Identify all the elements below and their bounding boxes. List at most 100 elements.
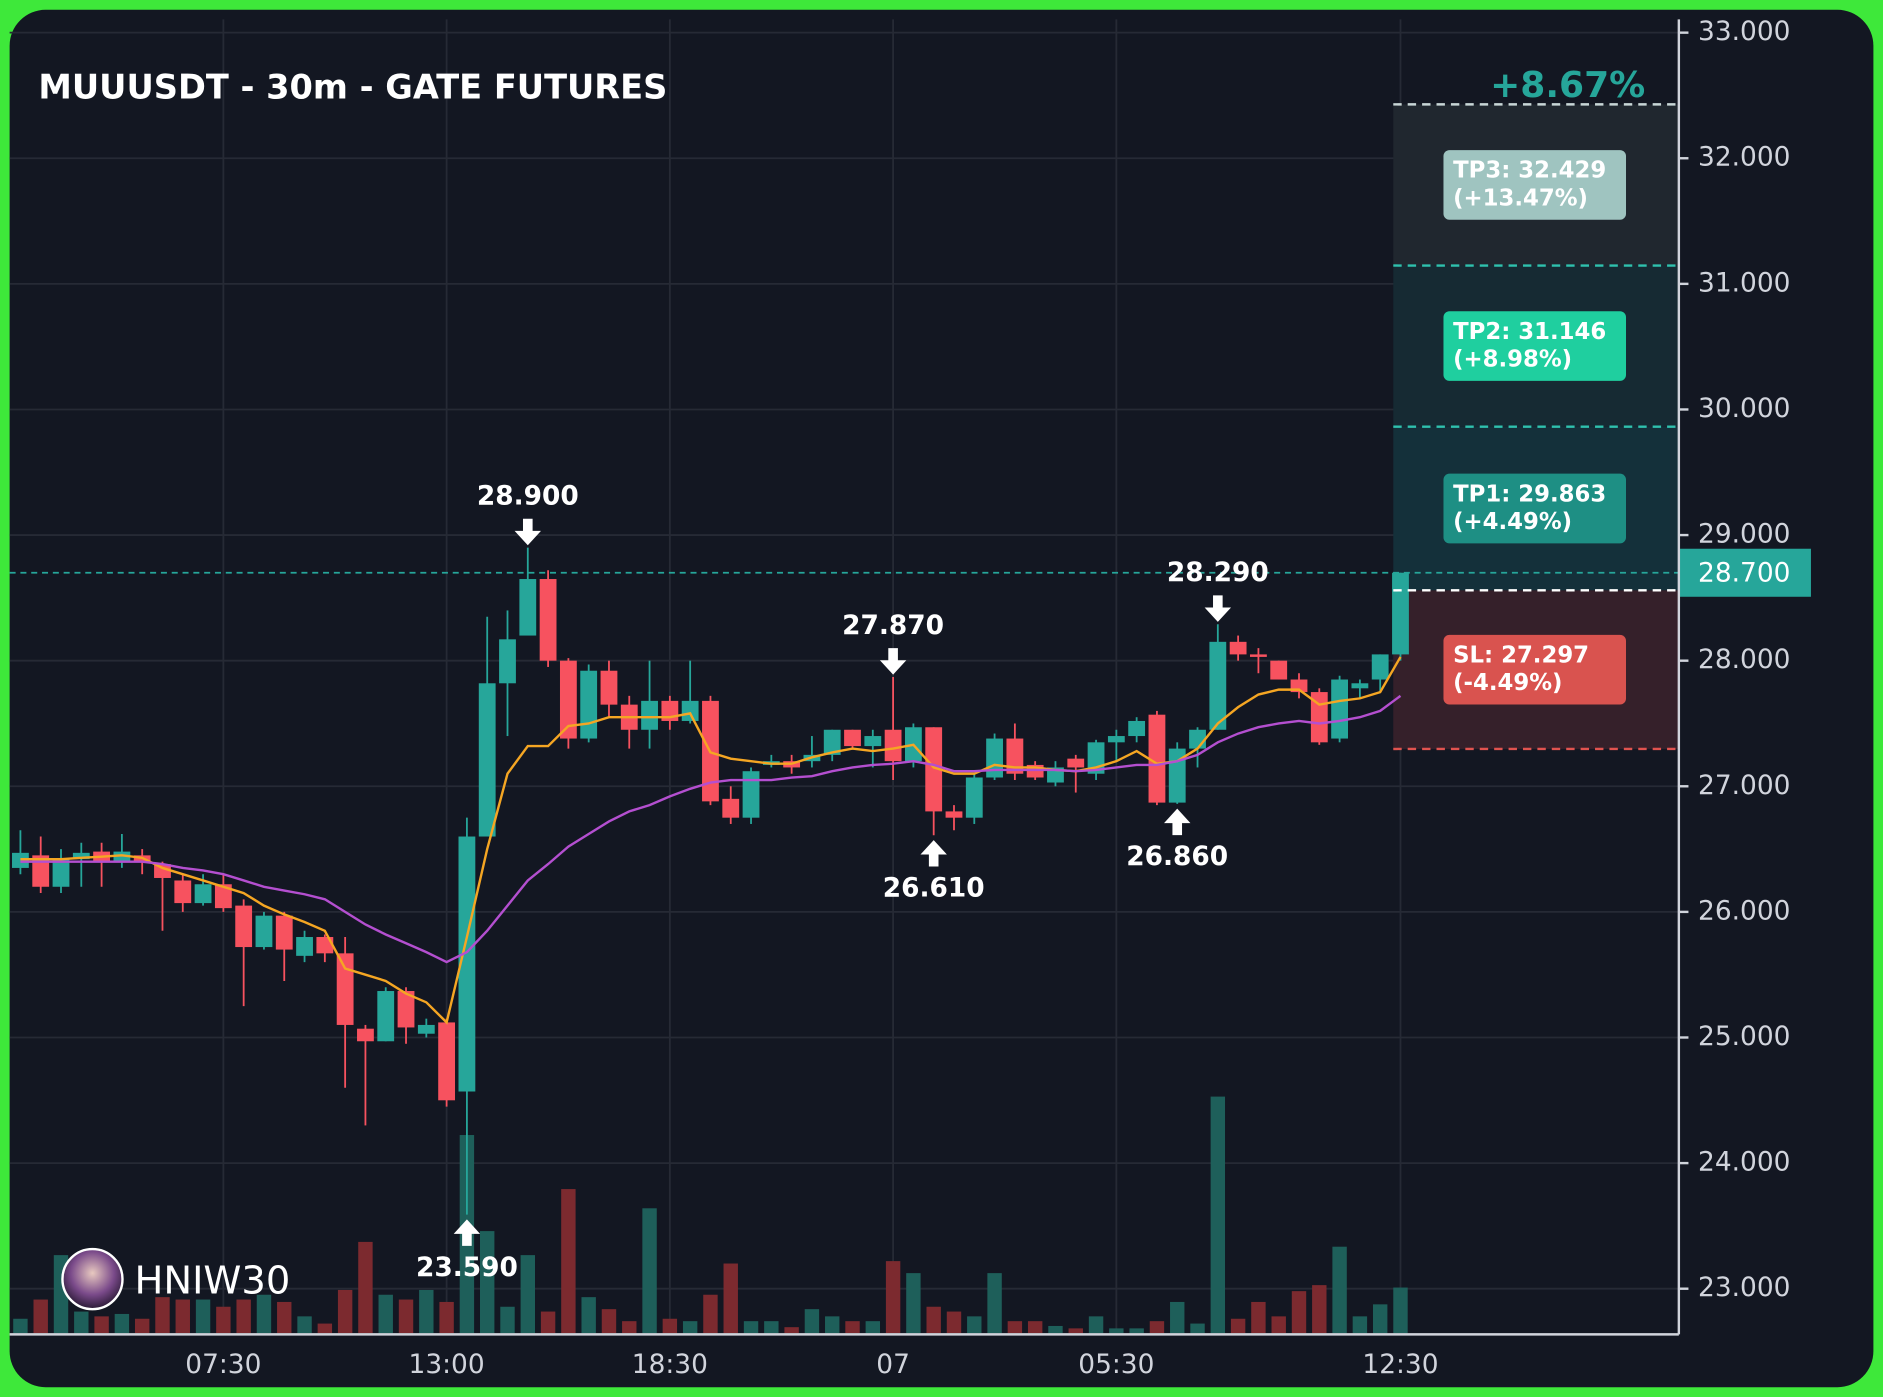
volume-bar xyxy=(764,1321,779,1334)
volume-bar xyxy=(987,1273,1002,1334)
candle-body xyxy=(174,880,192,904)
volume-bar xyxy=(967,1316,982,1334)
y-tick-label: 28.000 xyxy=(1698,644,1790,675)
volume-bar xyxy=(337,1289,353,1334)
volume-bar xyxy=(804,1309,820,1334)
volume-bar xyxy=(1230,1318,1246,1334)
candle-body xyxy=(1270,660,1288,680)
candle-body xyxy=(1371,654,1389,680)
candle-body xyxy=(214,884,232,909)
volume-bar xyxy=(1291,1291,1307,1334)
level-label: TP3: 32.429 xyxy=(1453,158,1606,184)
chart-title: MUUUSDT - 30m - GATE FUTURES xyxy=(38,68,667,107)
level-box xyxy=(1443,473,1627,544)
level-label: TP2: 31.146 xyxy=(1453,319,1606,345)
candle-body xyxy=(255,915,273,948)
candle-body xyxy=(377,991,395,1042)
volume-bar xyxy=(297,1316,312,1334)
candle-body xyxy=(519,579,537,636)
volume-bar xyxy=(581,1297,596,1334)
candle-body xyxy=(499,639,516,684)
avatar xyxy=(61,1247,124,1311)
candle-body xyxy=(925,727,943,812)
level-change: (+13.47%) xyxy=(1453,185,1588,211)
candle-body xyxy=(154,864,171,878)
candle-body xyxy=(1189,729,1206,749)
volume-bar xyxy=(1210,1096,1226,1334)
x-tick-label: 18:30 xyxy=(632,1349,708,1380)
volume-bar xyxy=(500,1306,515,1334)
overlay: 28.700 TP1: 29.863(+4.49%) TP2: 31.146(+8.… xyxy=(9,65,1811,1283)
candle-body xyxy=(113,851,131,862)
candle-body xyxy=(336,953,354,1025)
volume-bar xyxy=(926,1306,941,1334)
last-price-label: 28.700 xyxy=(1698,557,1790,588)
volume-bar xyxy=(784,1327,799,1334)
candle-body xyxy=(1067,758,1085,768)
candle-body xyxy=(1250,654,1267,657)
volume-bar xyxy=(74,1311,89,1334)
volume-bar xyxy=(1149,1321,1165,1334)
candle-body xyxy=(72,852,90,860)
volume-bar xyxy=(13,1318,28,1334)
y-tick-label: 30.000 xyxy=(1698,393,1790,424)
volume-bar xyxy=(682,1321,698,1334)
volume-bar xyxy=(1068,1328,1083,1334)
volume-bar xyxy=(1372,1304,1388,1334)
candle-body xyxy=(539,579,557,661)
volume-bar xyxy=(378,1294,393,1334)
candle-body xyxy=(194,884,212,904)
volume-bar xyxy=(520,1255,535,1334)
x-tick-label: 05:30 xyxy=(1078,1349,1154,1380)
candle-body xyxy=(438,1022,456,1101)
volume-bar xyxy=(1048,1325,1063,1334)
candle-body xyxy=(864,736,882,747)
candle-body xyxy=(478,683,496,837)
volume-bar xyxy=(1190,1323,1205,1334)
arrow-down xyxy=(1204,595,1232,622)
moving-averages xyxy=(20,656,1402,1025)
volume-bar xyxy=(439,1301,454,1334)
y-tick-label: 29.000 xyxy=(1698,519,1790,550)
volume-bar xyxy=(946,1311,962,1334)
volume-bar xyxy=(1352,1316,1368,1334)
extreme-label: 23.590 xyxy=(416,1252,518,1283)
volume-bar xyxy=(906,1273,921,1334)
level-label: TP1: 29.863 xyxy=(1453,481,1606,507)
y-tick-label: 27.000 xyxy=(1698,770,1790,801)
volume-bar xyxy=(703,1294,718,1334)
candle-body xyxy=(986,738,1003,778)
volume-bar xyxy=(398,1299,414,1334)
y-tick-label: 26.000 xyxy=(1698,895,1790,926)
extreme-label: 28.290 xyxy=(1167,557,1269,588)
x-tick-label: 07 xyxy=(876,1349,910,1380)
candle-body xyxy=(844,729,861,747)
volume-bar xyxy=(216,1306,231,1334)
x-tick-label: 13:00 xyxy=(409,1349,485,1380)
level-change: (+4.49%) xyxy=(1453,509,1572,535)
candle-body xyxy=(884,729,902,762)
x-tick-label: 12:30 xyxy=(1362,1349,1438,1380)
volume-bar xyxy=(114,1313,130,1334)
extreme-label: 26.860 xyxy=(1126,841,1228,872)
moving-average xyxy=(20,694,1402,964)
volume-bar xyxy=(540,1311,556,1334)
arrow-up xyxy=(453,1219,481,1246)
candle-body xyxy=(641,700,658,730)
level-box xyxy=(1443,634,1627,705)
level-box xyxy=(1443,150,1627,220)
volume-bar xyxy=(622,1321,637,1334)
candle-body xyxy=(742,771,760,818)
volume-bar xyxy=(256,1294,272,1334)
y-tick-label: 33.000 xyxy=(1698,16,1790,47)
volume-bar xyxy=(1393,1287,1408,1334)
x-tick-label: 07:30 xyxy=(185,1349,261,1380)
candle-body xyxy=(275,915,293,950)
candle-body xyxy=(52,859,70,887)
candle-body xyxy=(559,660,577,739)
candle-body xyxy=(12,852,29,868)
candle-body xyxy=(681,700,699,721)
candle-body xyxy=(580,670,598,739)
